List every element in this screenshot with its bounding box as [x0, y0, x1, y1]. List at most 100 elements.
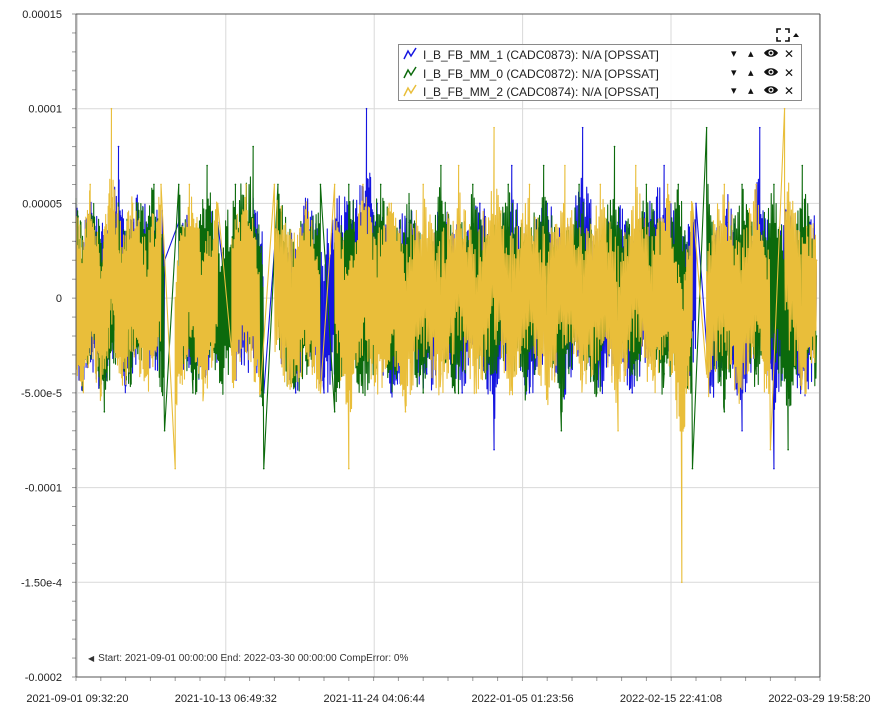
series-point-2	[493, 126, 495, 129]
series-point-0	[365, 107, 368, 110]
series-point-2	[475, 392, 478, 394]
series-point-2	[131, 202, 134, 205]
series-point-0	[425, 373, 428, 375]
series-point-0	[337, 221, 339, 224]
series-point-0	[631, 392, 634, 394]
collapse-range-icon[interactable]: ◀	[88, 654, 95, 663]
series-point-1	[103, 411, 106, 413]
series-point-2	[333, 183, 336, 186]
y-tick-label: -5.00e-5	[21, 388, 62, 400]
series-point-1	[787, 448, 789, 451]
series-point-0	[479, 202, 481, 205]
series-point-1	[741, 183, 743, 186]
series-point-2	[564, 164, 566, 167]
x-tick-label: 2022-03-29 19:58:20	[768, 693, 870, 705]
x-tick-label: 2022-02-15 22:41:08	[620, 693, 722, 705]
series-point-0	[773, 467, 775, 470]
legend-item[interactable]: I_B_FB_MM_2 (CADC0874): N/A [OPSSAT] ▾ ▴ ✕	[399, 83, 801, 101]
series-point-2	[681, 581, 683, 584]
x-tick-label: 2021-11-24 04:06:44	[324, 693, 425, 705]
legend-label: I_B_FB_MM_1 (CADC0873): N/A [OPSSAT]	[423, 48, 659, 62]
series-point-1	[440, 164, 442, 167]
series-point-2	[202, 392, 205, 394]
visibility-toggle[interactable]	[763, 46, 779, 65]
series-point-0	[323, 392, 325, 394]
series-point-2	[422, 183, 425, 186]
series-point-1	[454, 392, 456, 394]
series-point-2	[634, 164, 637, 167]
remove-series-button[interactable]: ✕	[784, 47, 795, 61]
x-tick-label: 2022-01-05 01:23:56	[472, 693, 574, 705]
series-point-1	[815, 335, 818, 337]
remove-series-button[interactable]: ✕	[784, 84, 795, 98]
range-info: ◀ Start: 2021-09-01 00:00:00 End: 2022-03…	[88, 653, 408, 664]
y-tick-label: 0.00005	[22, 198, 62, 210]
move-up-button[interactable]: ▴	[748, 48, 754, 60]
series-point-1	[663, 373, 665, 375]
series-point-1	[525, 373, 527, 375]
series-point-1	[348, 183, 350, 186]
series-point-2	[457, 164, 460, 167]
series-point-1	[560, 429, 563, 432]
series-point-1	[206, 164, 208, 167]
x-tick-label: 2021-10-13 06:49:32	[175, 693, 277, 705]
series-line-2	[75, 108, 818, 583]
line-series-icon	[403, 84, 417, 97]
series-point-2	[259, 392, 262, 394]
series-point-1	[192, 392, 194, 394]
eye-icon	[764, 86, 778, 94]
series-point-1	[252, 145, 254, 148]
legend-label: I_B_FB_MM_2 (CADC0874): N/A [OPSSAT]	[423, 85, 659, 99]
series-point-1	[220, 373, 223, 375]
y-tick-label: -1.50e-4	[21, 577, 62, 589]
series-point-2	[691, 202, 694, 205]
series-point-1	[755, 373, 758, 375]
legend: I_B_FB_MM_1 (CADC0873): N/A [OPSSAT] ▾ ▴ ✕ I…	[398, 44, 802, 101]
series-point-1	[472, 183, 474, 186]
series-point-0	[528, 392, 531, 394]
series-point-2	[362, 183, 364, 186]
series-point-0	[294, 392, 297, 394]
visibility-toggle[interactable]	[763, 65, 779, 84]
series-point-0	[663, 164, 665, 167]
series-point-2	[546, 392, 548, 394]
series-point-1	[773, 183, 775, 186]
series-point-1	[262, 467, 265, 470]
range-info-text: Start: 2021-09-01 00:00:00 End: 2022-03-…	[98, 653, 409, 664]
series-point-2	[510, 373, 513, 375]
series-point-2	[815, 259, 818, 262]
legend-item[interactable]: I_B_FB_MM_1 (CADC0873): N/A [OPSSAT] ▾ ▴ ✕	[399, 46, 801, 64]
move-down-button[interactable]: ▾	[731, 66, 737, 79]
series-point-2	[82, 373, 84, 375]
series-point-2	[528, 183, 531, 186]
move-up-button[interactable]: ▴	[748, 85, 754, 97]
series-point-2	[146, 373, 148, 375]
series-point-1	[234, 183, 237, 186]
fullscreen-toggle[interactable]	[776, 28, 800, 42]
move-down-button[interactable]: ▾	[731, 85, 737, 97]
move-up-button[interactable]: ▴	[748, 66, 754, 79]
y-tick-label: 0.00015	[22, 9, 62, 21]
series-point-1	[596, 392, 598, 394]
series-point-0	[695, 202, 697, 205]
series-point-2	[376, 373, 378, 375]
series-point-2	[737, 392, 740, 394]
series-point-2	[783, 107, 786, 110]
series-point-2	[100, 392, 102, 394]
series-point-1	[394, 373, 396, 375]
series-point-2	[440, 373, 442, 375]
series-point-1	[691, 467, 694, 470]
series-point-2	[110, 107, 113, 110]
series-point-0	[510, 164, 513, 167]
visibility-toggle[interactable]	[763, 83, 779, 102]
legend-item[interactable]: I_B_FB_MM_0 (CADC0872): N/A [OPSSAT] ▾ ▴ ✕	[399, 65, 801, 83]
y-tick-label: 0.0001	[28, 104, 62, 116]
move-down-button[interactable]: ▾	[731, 48, 737, 60]
series-point-2	[121, 354, 123, 356]
series-point-1	[379, 183, 382, 186]
series-point-1	[277, 183, 279, 186]
series-point-1	[578, 183, 580, 186]
remove-series-button[interactable]: ✕	[784, 65, 795, 80]
series-point-1	[177, 183, 180, 186]
